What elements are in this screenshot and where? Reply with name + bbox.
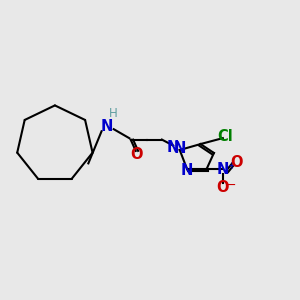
Text: H: H (109, 107, 117, 120)
Text: N: N (173, 141, 186, 156)
Text: O: O (230, 155, 242, 170)
Text: O: O (217, 180, 229, 195)
Text: N: N (181, 163, 193, 178)
Text: Cl: Cl (217, 129, 233, 144)
Text: +: + (227, 161, 235, 171)
Text: N: N (217, 162, 229, 177)
Text: −: − (226, 179, 236, 192)
Text: N: N (101, 119, 113, 134)
Text: N: N (167, 140, 179, 154)
Text: O: O (130, 147, 143, 162)
